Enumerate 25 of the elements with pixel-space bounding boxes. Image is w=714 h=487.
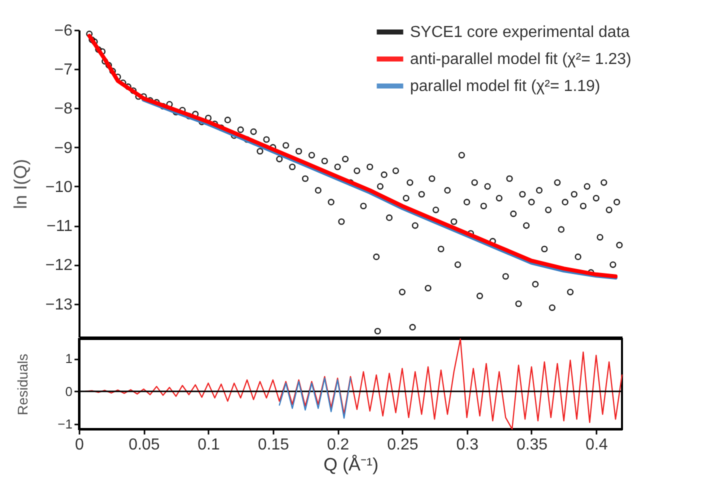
y-tick-label: −1: [58, 416, 72, 432]
legend-label: parallel model fit (χ²= 1.19): [410, 78, 600, 95]
y-axis-title: ln I(Q): [10, 158, 30, 210]
x-tick-label: 0.2: [326, 436, 350, 454]
x-tick-label: 0.35: [516, 436, 548, 454]
x-tick-label: 0.1: [198, 436, 220, 454]
y-tick-label: −12: [45, 257, 73, 274]
x-tick-label: 0.4: [586, 436, 608, 454]
x-axis-title: Q (Å⁻¹): [324, 454, 378, 474]
x-tick-label: 0.3: [456, 436, 479, 454]
y-tick-label: 0: [65, 384, 72, 399]
legend-label: SYCE1 core experimental data: [410, 24, 630, 41]
y-tick-label: −7: [54, 62, 73, 79]
y-tick-label: −9: [54, 140, 73, 157]
y-tick-label: −11: [46, 218, 73, 236]
x-tick-label: 0.25: [387, 436, 418, 454]
y-tick-label: −10: [45, 178, 73, 196]
y-tick-label: −8: [54, 100, 73, 118]
legend-label: anti-parallel model fit (χ²= 1.23): [410, 51, 632, 68]
x-tick-label: 0.15: [258, 436, 290, 454]
y-tick-label: −13: [45, 296, 73, 314]
x-tick-label: 0.05: [128, 436, 160, 454]
y-axis-title: Residuals: [14, 354, 30, 416]
y-tick-label: 1: [65, 351, 72, 366]
y-tick-label: −6: [54, 22, 73, 40]
